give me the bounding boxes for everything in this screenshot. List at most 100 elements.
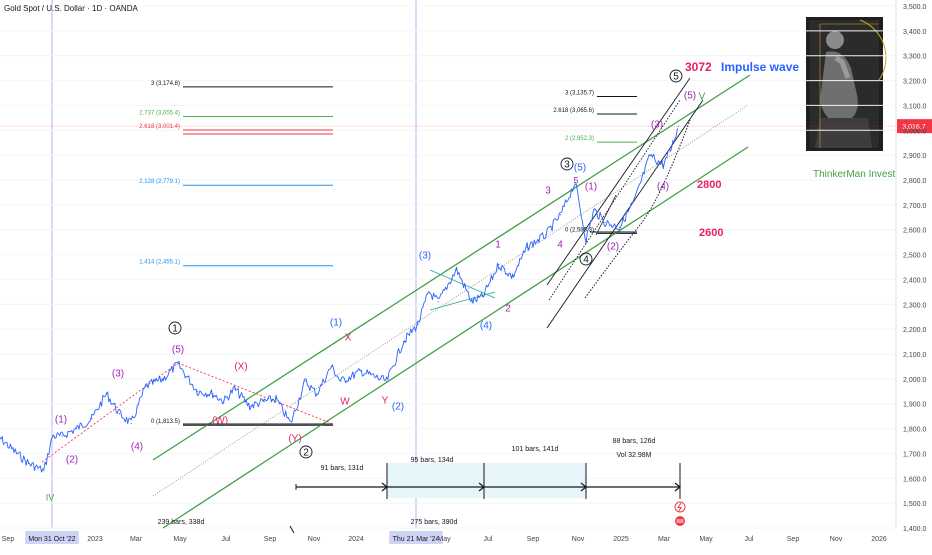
price-data-point (649, 154, 651, 156)
price-data-point (455, 268, 458, 271)
price-data-point (28, 462, 30, 464)
upper-channel-line (152, 74, 751, 461)
wave-label: (1) (585, 182, 597, 193)
wave-label: (3) (651, 120, 663, 131)
wave-label-circle (560, 157, 574, 171)
price-data-point (177, 363, 179, 365)
y-tick-label: 2,500.0 (903, 253, 926, 260)
wave-label: 2 (303, 448, 309, 459)
y-tick-label: 1,800.0 (903, 427, 926, 434)
price-series-line (0, 128, 678, 473)
x-tick-label: May (699, 536, 713, 543)
price-data-point (585, 239, 587, 241)
x-tick-badge (389, 531, 443, 544)
price-data-point (145, 385, 147, 387)
target-annotation: 2800 (697, 179, 721, 191)
price-data-point (526, 246, 528, 248)
x-tick-label: May (437, 536, 451, 543)
flag-icon[interactable] (675, 516, 685, 526)
y-tick-label: 1,900.0 (903, 402, 926, 409)
x-tick-label: Sep (2, 536, 15, 543)
wave-label: (1) (330, 318, 342, 329)
wave-label: 1 (172, 324, 178, 335)
price-data-point (634, 199, 636, 201)
wave-label: Y (382, 396, 389, 407)
price-data-point (604, 221, 606, 223)
mini-wedge-line (595, 194, 617, 236)
x-tick-label: Nov (830, 536, 843, 543)
wave-label: (5) (574, 163, 586, 174)
y-tick-label: 2,800.0 (903, 178, 926, 185)
price-data-point (417, 323, 419, 325)
thinker-statue-logo (806, 17, 887, 151)
y-tick-label: 2,000.0 (903, 377, 926, 384)
current-price-badge (897, 119, 932, 134)
wave-label: (3) (112, 369, 124, 380)
x-tick-label: Jul (222, 536, 231, 543)
median-channel-line (152, 104, 749, 497)
price-data-point (91, 418, 93, 420)
wave-label: 5 (673, 72, 679, 83)
bar-count-label: Vol 32.98M (616, 452, 651, 459)
fib-level-label: 0 (1,813.5) (151, 419, 180, 425)
x-tick-label: Sep (264, 536, 277, 543)
y-tick-label: 1,600.0 (903, 476, 926, 483)
y-tick-label: 3,300.0 (903, 54, 926, 61)
wave-label: (Y) (288, 434, 301, 445)
price-data-point (471, 301, 473, 303)
price-data-point (618, 226, 621, 228)
y-tick-label: 2,100.0 (903, 352, 926, 359)
target-annotation: 2600 (699, 227, 723, 239)
price-data-point (76, 428, 78, 430)
fib-level-label: 2 (2,952.3) (565, 136, 594, 142)
wave-label: (3) (419, 251, 431, 262)
price-data-point (482, 296, 484, 298)
price-data-point (234, 388, 236, 390)
wave-label: (2) (66, 455, 78, 466)
y-tick-label: 1,500.0 (903, 501, 926, 508)
wedge-dotted-line (548, 99, 681, 301)
wave-label: (5) (684, 91, 696, 102)
wave-label: 4 (557, 240, 563, 251)
y-tick-label: 2,600.0 (903, 228, 926, 235)
price-data-point (43, 470, 45, 472)
price-data-point (223, 400, 225, 402)
price-data-point (304, 380, 306, 382)
bar-count-label: 101 bars, 141d (512, 446, 559, 453)
x-tick-label: Jul (484, 536, 493, 543)
x-tick-label: 2025 (613, 536, 629, 543)
current-price-label: 3,016.7 (902, 124, 925, 131)
price-data-point (593, 209, 595, 211)
price-data-point (560, 214, 562, 216)
fib-level-label: 2.128 (2,779.1) (139, 179, 180, 185)
wave-label: (2) (607, 242, 619, 253)
price-data-point (275, 398, 277, 400)
price-data-point (498, 263, 500, 266)
price-data-point (196, 390, 198, 392)
wave-label: (2) (392, 402, 404, 413)
wave-label: 4 (583, 255, 589, 266)
price-data-point (574, 181, 576, 184)
price-data-point (290, 423, 292, 425)
fib-level-label: 0 (2,585.3) (565, 227, 594, 233)
x-tick-label: Jul (745, 536, 754, 543)
lower-channel-line (162, 146, 749, 529)
bar-count-label: 88 bars, 126d (613, 438, 656, 445)
price-data-point (162, 378, 164, 380)
bar-count-label: 275 bars, 390d (411, 519, 458, 526)
price-data-point (119, 413, 121, 415)
y-tick-label: 3,200.0 (903, 79, 926, 86)
lightning-glyph (677, 502, 682, 512)
x-tick-label: Nov (308, 536, 321, 543)
y-tick-label: 3,400.0 (903, 29, 926, 36)
price-data-point (428, 291, 430, 293)
price-data-point (340, 380, 342, 382)
projection-path (584, 119, 691, 299)
time-range-box-1 (387, 463, 484, 498)
wave-label: (4) (131, 442, 143, 453)
wave-label: V (699, 92, 706, 103)
wedge-line-upper (546, 77, 691, 286)
y-tick-label: 3,100.0 (903, 103, 926, 110)
price-data-point (677, 125, 680, 127)
